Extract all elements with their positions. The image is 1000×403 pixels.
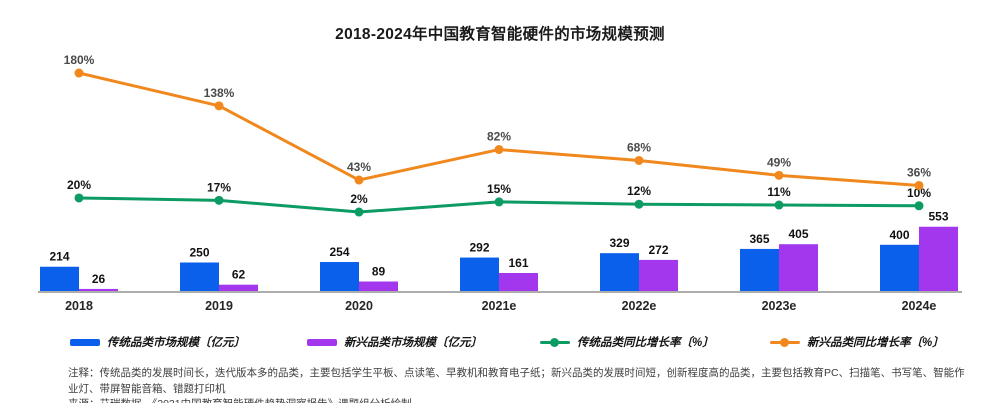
footnote-source: 来源：艾瑞数据，《2021中国教育智能硬件趋势洞察报告》课题组分析绘制	[68, 397, 968, 403]
svg-text:2024e: 2024e	[902, 299, 937, 313]
svg-text:405: 405	[788, 227, 808, 241]
legend-item-emerging-growth: 新兴品类同比增长率〔%〕	[770, 334, 944, 350]
svg-text:17%: 17%	[207, 180, 231, 194]
svg-text:180%: 180%	[64, 53, 95, 67]
svg-text:15%: 15%	[487, 182, 511, 196]
combo-chart: 214 250 254 292 329 365 400 26 62 89 161 272 405 553 2…	[38, 53, 962, 313]
svg-text:2019: 2019	[205, 299, 233, 313]
legend-label: 新兴品类市场规模〔亿元〕	[344, 337, 482, 349]
legend-swatch-orange-line	[770, 337, 800, 347]
svg-text:400: 400	[889, 228, 909, 242]
svg-text:68%: 68%	[627, 140, 651, 154]
svg-text:138%: 138%	[204, 86, 235, 100]
footnotes: 注释：传统品类的发展时间长，迭代版本多的品类，主要包括学生平板、点读笔、早教机和…	[68, 366, 968, 403]
legend-item-traditional-growth: 传统品类同比增长率〔%〕	[540, 334, 714, 350]
legend-swatch-purple-bar	[307, 338, 337, 346]
legend-item-traditional-scale: 传统品类市场规模〔亿元〕	[70, 334, 245, 350]
svg-text:292: 292	[469, 241, 489, 255]
legend-label: 新兴品类同比增长率〔%〕	[807, 337, 944, 349]
legend-label: 传统品类同比增长率〔%〕	[577, 337, 714, 349]
svg-text:12%: 12%	[627, 184, 651, 198]
svg-text:62: 62	[232, 268, 246, 282]
svg-text:365: 365	[749, 232, 769, 246]
svg-text:161: 161	[508, 256, 528, 270]
svg-text:36%: 36%	[907, 165, 931, 179]
svg-text:2022e: 2022e	[622, 299, 657, 313]
svg-text:329: 329	[609, 236, 629, 250]
svg-text:89: 89	[372, 264, 386, 278]
svg-text:214: 214	[49, 250, 69, 264]
svg-text:2020: 2020	[345, 299, 373, 313]
svg-text:43%: 43%	[347, 160, 371, 174]
legend-label: 传统品类市场规模〔亿元〕	[107, 337, 245, 349]
svg-text:254: 254	[329, 245, 349, 259]
svg-text:82%: 82%	[487, 130, 511, 144]
legend-item-emerging-scale: 新兴品类市场规模〔亿元〕	[307, 334, 482, 350]
svg-text:11%: 11%	[767, 185, 791, 199]
svg-text:2023e: 2023e	[762, 299, 797, 313]
legend-swatch-green-line	[540, 337, 570, 347]
svg-text:2021e: 2021e	[482, 299, 517, 313]
svg-text:10%: 10%	[907, 186, 931, 200]
chart-title: 2018-2024年中国教育智能硬件的市场规模预测	[335, 26, 665, 43]
svg-text:2018: 2018	[65, 299, 93, 313]
svg-text:553: 553	[928, 210, 948, 224]
svg-text:2%: 2%	[350, 192, 368, 206]
svg-text:250: 250	[189, 246, 209, 260]
svg-text:49%: 49%	[767, 155, 791, 169]
svg-text:20%: 20%	[67, 178, 91, 192]
svg-text:26: 26	[92, 272, 106, 286]
footnote-definition: 注释：传统品类的发展时间长，迭代版本多的品类，主要包括学生平板、点读笔、早教机和…	[68, 367, 965, 395]
legend-swatch-blue-bar	[70, 338, 100, 346]
svg-text:272: 272	[648, 243, 668, 257]
